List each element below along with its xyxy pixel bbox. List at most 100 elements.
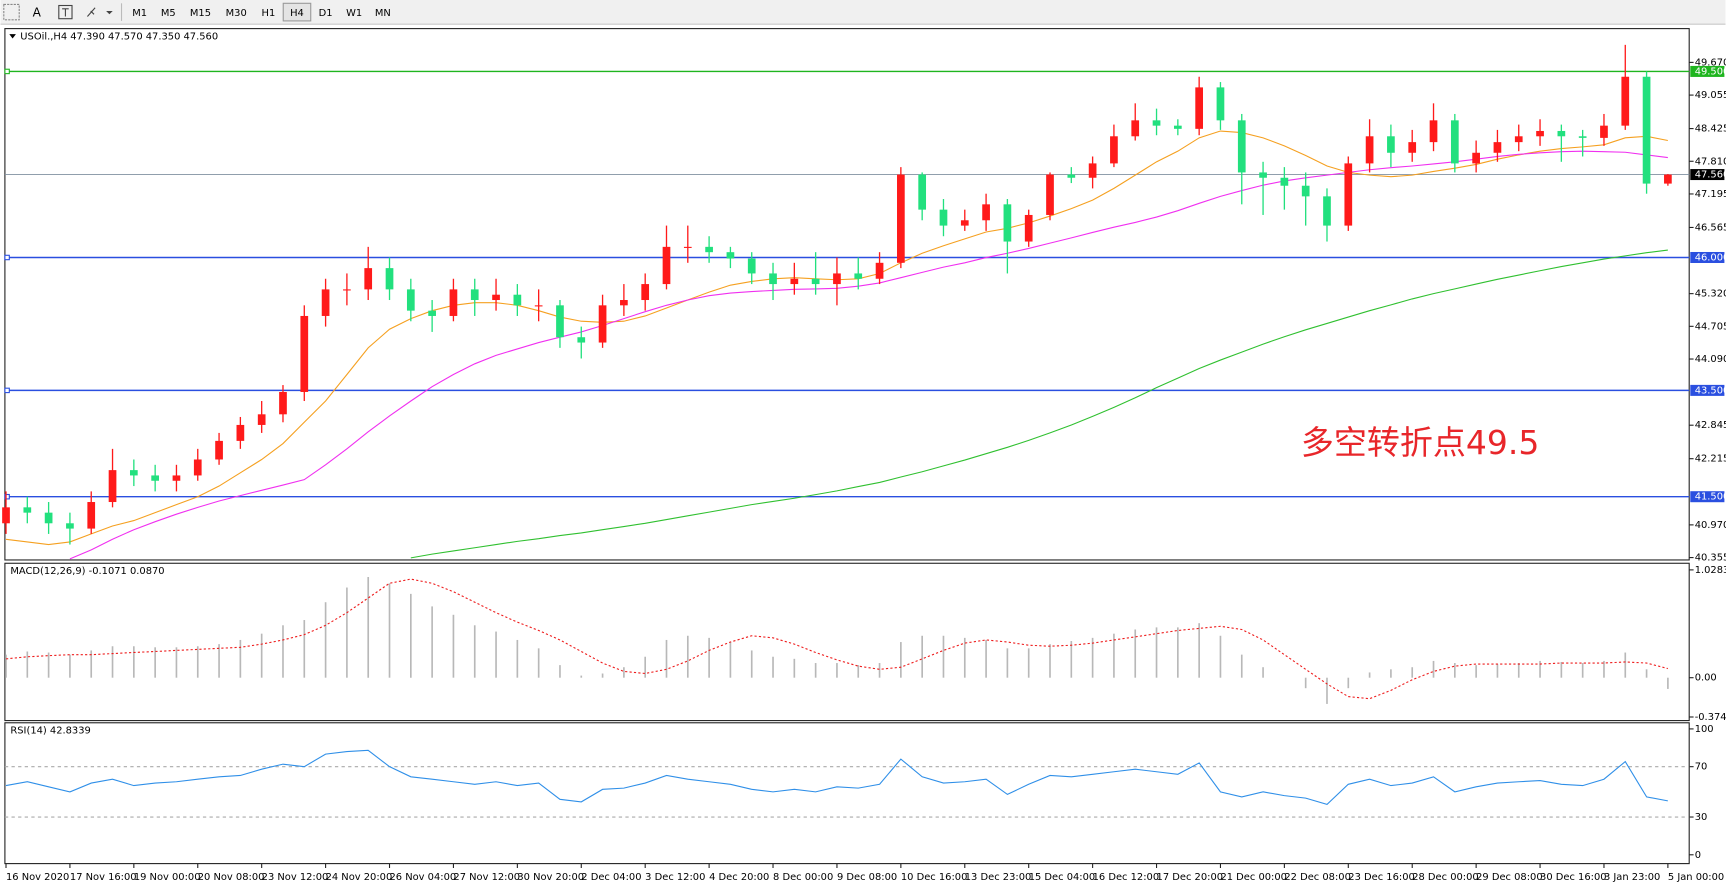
candle-body (577, 337, 586, 343)
candle-body (1131, 120, 1140, 137)
candle-body (364, 268, 373, 290)
x-tick-label: 20 Nov 08:00 (198, 872, 265, 883)
timeframe-button[interactable]: M15 (190, 8, 211, 19)
candle-body (705, 246, 713, 253)
tool-icon (58, 4, 73, 20)
y-tick-label: 42.215 (1695, 454, 1726, 465)
candle-body (1365, 136, 1374, 164)
x-tick-label: 2 Dec 04:00 (581, 872, 641, 883)
timeframe-button[interactable]: D1 (319, 8, 333, 19)
y-tick-label: 42.845 (1695, 420, 1726, 431)
x-tick-label: 4 Dec 20:00 (709, 872, 769, 883)
timeframe-label: D1 (319, 8, 333, 19)
x-tick-label: 17 Nov 16:00 (70, 872, 137, 883)
candle-body (470, 289, 479, 301)
candle-body (1536, 130, 1544, 137)
candle-body (1259, 172, 1267, 178)
candle-body (683, 246, 692, 248)
x-tick-label: 16 Dec 12:00 (1093, 872, 1160, 883)
x-tick-label: 21 Dec 00:00 (1220, 872, 1287, 883)
tool-text[interactable]: A (33, 6, 42, 20)
candle-body (66, 523, 74, 529)
tool-icon (86, 7, 96, 17)
candle-body (747, 258, 756, 274)
timeframe-button[interactable]: M30 (226, 8, 247, 19)
toolbar (0, 0, 1726, 25)
active-frame (282, 2, 312, 22)
candle-body (1323, 196, 1331, 226)
current-price-label: 47.560 (1695, 170, 1726, 181)
y-tick-label: 46.565 (1695, 222, 1726, 233)
timeframe-button[interactable]: H1 (262, 8, 276, 19)
y-tick-label: 0 (1695, 850, 1701, 861)
candle-body (1280, 177, 1289, 186)
x-tick-label: 27 Nov 12:00 (453, 872, 520, 883)
hline-handle (4, 68, 10, 75)
candle-body (129, 470, 138, 476)
x-tick-label: 8 Dec 00:00 (773, 872, 833, 883)
y-tick-label: 1.0283 (1695, 565, 1726, 576)
timeframe-label: M1 (132, 8, 147, 19)
candle-body (385, 268, 394, 290)
candle-body (1195, 87, 1204, 129)
candle-body (811, 278, 820, 285)
x-tick-label: 28 Dec 00:00 (1412, 872, 1479, 883)
rsi-line (5, 749, 1668, 806)
timeframe-label: MN (375, 8, 391, 19)
x-tick-label: 3 Jan 23:00 (1604, 872, 1660, 883)
candle-body (2, 507, 10, 524)
candle-body (193, 459, 202, 476)
timeframe-button[interactable]: W1 (346, 8, 362, 19)
candle-body (897, 174, 905, 263)
candle-body (1642, 76, 1651, 184)
candle-body (1088, 163, 1097, 178)
hline-label: 49.500 (1695, 66, 1726, 77)
hline-label-box (1690, 251, 1725, 263)
candle-body (833, 273, 841, 285)
x-tick-label: 17 Dec 20:00 (1157, 872, 1224, 883)
panel-title: RSI(14) 42.8339 (10, 725, 90, 736)
timeframe-button[interactable]: M1 (132, 8, 147, 19)
current-label-box (1690, 169, 1725, 181)
tool-label[interactable] (58, 4, 73, 20)
timeframe-label: H1 (262, 8, 276, 19)
hline-label: 41.500 (1695, 492, 1726, 503)
y-tick-label: 100 (1695, 724, 1714, 735)
tool-shapes[interactable] (86, 7, 113, 17)
candle-body (108, 470, 117, 503)
candle-body (854, 273, 863, 279)
moving-average (5, 130, 1668, 546)
timeframes: M1 M5 M15 M30 H1 H4 D1 W1 MN (132, 2, 391, 22)
candle-body (875, 262, 884, 279)
annotation: 多空转折点49.5 (1301, 423, 1539, 462)
x-tick-label: 15 Dec 04:00 (1029, 872, 1096, 883)
x-tick-label: 29 Dec 08:00 (1476, 872, 1543, 883)
candle-body (257, 414, 266, 425)
y-tick-label: 48.425 (1695, 124, 1726, 135)
tool-crosshair[interactable] (3, 3, 20, 21)
y-tick-label: 0.00 (1695, 673, 1717, 684)
candle-body (1301, 185, 1310, 197)
y-tick-label: 47.810 (1695, 156, 1726, 167)
candle-body (641, 284, 650, 301)
hline-label: 43.500 (1695, 385, 1726, 396)
candle-body (598, 305, 607, 343)
candle-body (662, 246, 671, 285)
candle-body (918, 174, 927, 210)
macd-signal (5, 578, 1668, 700)
y-tick-label: 44.705 (1695, 321, 1726, 332)
timeframe-label: H4 (290, 8, 304, 19)
y-tick-label: 47.195 (1695, 189, 1726, 200)
x-tick-label: 9 Dec 08:00 (837, 872, 897, 883)
candle-body (23, 507, 32, 513)
candle-body (726, 252, 735, 259)
timeframe-button[interactable]: MN (375, 8, 391, 19)
x-tick-label: 3 Dec 12:00 (645, 872, 705, 883)
x-tick-label: 5 Jan 00:00 (1668, 872, 1724, 883)
timeframe-button[interactable]: H4 (282, 2, 312, 22)
timeframe-button[interactable]: M5 (161, 8, 176, 19)
candle-body (1387, 136, 1395, 153)
x-tick-label: 30 Dec 16:00 (1540, 872, 1607, 883)
